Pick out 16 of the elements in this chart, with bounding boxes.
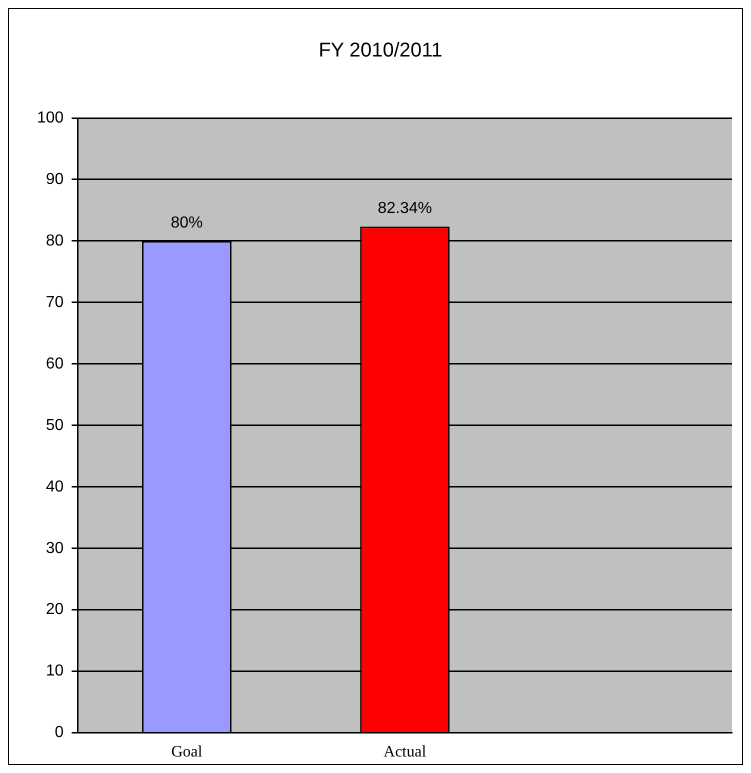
y-tick-label: 60	[46, 355, 64, 372]
y-tick-label: 80	[46, 232, 64, 250]
y-tick-label: 0	[54, 724, 64, 742]
y-tick-label: 90	[46, 170, 64, 188]
x-tick-label: Goal	[171, 744, 203, 761]
y-tick-label: 10	[46, 662, 64, 680]
y-tick-label: 50	[46, 416, 64, 434]
y-tick-label: 20	[46, 601, 64, 618]
y-tick-label: 40	[46, 478, 64, 496]
y-tick-label: 30	[46, 540, 64, 557]
chart-title: FY 2010/2011	[318, 40, 442, 62]
data-label: 80%	[170, 214, 203, 232]
x-tick-label: Actual	[384, 744, 427, 761]
y-tick-label: 100	[36, 109, 64, 126]
data-label: 82.34%	[378, 200, 432, 217]
y-tick-label: 70	[46, 294, 64, 311]
